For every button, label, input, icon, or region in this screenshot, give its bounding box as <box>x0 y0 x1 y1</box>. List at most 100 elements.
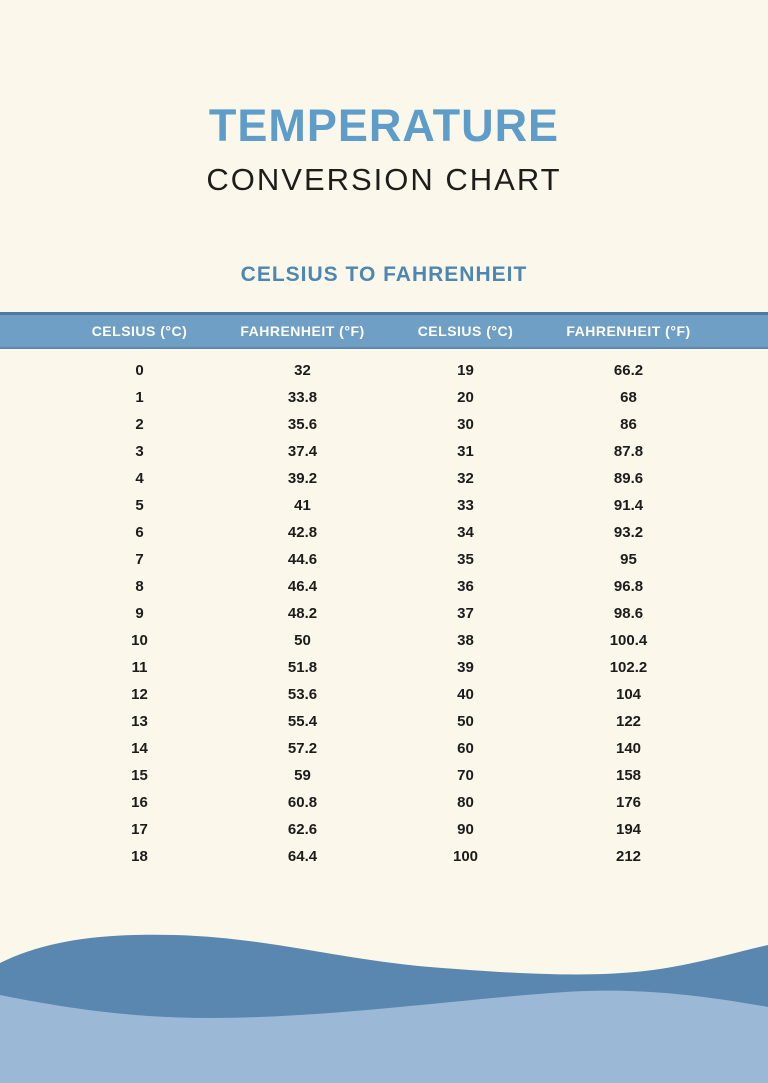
celsius-value: 19 <box>457 362 474 379</box>
fahrenheit-value: 122 <box>615 713 642 730</box>
table-row: 9 48.2 37 98.6 <box>58 600 710 627</box>
celsius-value: 35 <box>457 551 474 568</box>
table-row: 14 57.2 60 140 <box>58 735 710 762</box>
table-row: 2 35.6 30 86 <box>58 411 710 438</box>
table-row: 8 46.4 36 96.8 <box>58 573 710 600</box>
section-title: CELSIUS TO FAHRENHEIT <box>240 263 528 286</box>
celsius-value: 6 <box>135 524 144 541</box>
fahrenheit-value: 93.2 <box>613 524 644 541</box>
fahrenheit-value: 55.4 <box>287 713 318 730</box>
celsius-value: 9 <box>135 605 144 622</box>
celsius-value: 60 <box>457 740 474 757</box>
celsius-value: 40 <box>457 686 474 703</box>
celsius-value: 14 <box>131 740 148 757</box>
celsius-value: 12 <box>131 686 148 703</box>
celsius-value: 11 <box>131 659 148 676</box>
celsius-value: 33 <box>457 497 474 514</box>
celsius-value: 1 <box>135 389 144 406</box>
fahrenheit-value: 86 <box>620 416 637 433</box>
celsius-value: 37 <box>457 605 474 622</box>
fahrenheit-value: 95 <box>620 551 637 568</box>
fahrenheit-value: 46.4 <box>287 578 318 595</box>
fahrenheit-value: 87.8 <box>613 443 644 460</box>
table-row: 4 39.2 32 89.6 <box>58 465 710 492</box>
fahrenheit-value: 39.2 <box>287 470 318 487</box>
celsius-value: 13 <box>131 713 148 730</box>
page-title: TEMPERATURE <box>208 100 560 151</box>
celsius-value: 0 <box>135 362 144 379</box>
column-header-fahrenheit-right: FAHRENHEIT (°F) <box>566 323 691 339</box>
fahrenheit-value: 33.8 <box>287 389 318 406</box>
footer-wave-decoration <box>0 934 768 1083</box>
fahrenheit-value: 158 <box>615 767 642 784</box>
celsius-value: 16 <box>131 794 148 811</box>
column-header-celsius-left: CELSIUS (°C) <box>91 323 188 339</box>
celsius-value: 38 <box>457 632 474 649</box>
celsius-value: 90 <box>457 821 474 838</box>
table-row: 17 62.6 90 194 <box>58 816 710 843</box>
fahrenheit-value: 42.8 <box>287 524 318 541</box>
table-row: 10 50 38 100.4 <box>58 627 710 654</box>
fahrenheit-value: 212 <box>615 848 642 865</box>
table-row: 3 37.4 31 87.8 <box>58 438 710 465</box>
celsius-value: 18 <box>131 848 148 865</box>
page-subtitle: CONVERSION CHART <box>206 162 562 197</box>
fahrenheit-value: 41 <box>294 497 311 514</box>
celsius-value: 10 <box>131 632 148 649</box>
celsius-value: 36 <box>457 578 474 595</box>
fahrenheit-value: 35.6 <box>287 416 318 433</box>
celsius-value: 50 <box>457 713 474 730</box>
fahrenheit-value: 89.6 <box>613 470 644 487</box>
fahrenheit-value: 51.8 <box>287 659 318 676</box>
column-header-celsius-right: CELSIUS (°C) <box>417 323 514 339</box>
fahrenheit-value: 64.4 <box>287 848 318 865</box>
fahrenheit-value: 48.2 <box>287 605 318 622</box>
fahrenheit-value: 98.6 <box>613 605 644 622</box>
fahrenheit-value: 32 <box>294 362 311 379</box>
wave-light-shape <box>0 990 768 1083</box>
table-row: 18 64.4 100 212 <box>58 843 710 870</box>
fahrenheit-value: 104 <box>615 686 642 703</box>
table-row: 0 32 19 66.2 <box>58 357 710 384</box>
celsius-value: 31 <box>457 443 474 460</box>
fahrenheit-value: 60.8 <box>287 794 318 811</box>
fahrenheit-value: 62.6 <box>287 821 318 838</box>
fahrenheit-value: 68 <box>620 389 637 406</box>
fahrenheit-value: 140 <box>615 740 642 757</box>
table-row: 1 33.8 20 68 <box>58 384 710 411</box>
table-row: 11 51.8 39 102.2 <box>58 654 710 681</box>
celsius-value: 80 <box>457 794 474 811</box>
celsius-value: 32 <box>457 470 474 487</box>
fahrenheit-value: 96.8 <box>613 578 644 595</box>
fahrenheit-value: 57.2 <box>287 740 318 757</box>
fahrenheit-value: 37.4 <box>287 443 318 460</box>
table-row: 15 59 70 158 <box>58 762 710 789</box>
fahrenheit-value: 66.2 <box>613 362 644 379</box>
fahrenheit-value: 59 <box>294 767 311 784</box>
celsius-value: 100 <box>452 848 479 865</box>
fahrenheit-value: 91.4 <box>613 497 644 514</box>
table-row: 6 42.8 34 93.2 <box>58 519 710 546</box>
table-row: 16 60.8 80 176 <box>58 789 710 816</box>
fahrenheit-value: 44.6 <box>287 551 318 568</box>
celsius-value: 2 <box>135 416 144 433</box>
fahrenheit-value: 50 <box>294 632 311 649</box>
celsius-value: 8 <box>135 578 144 595</box>
table-row: 5 41 33 91.4 <box>58 492 710 519</box>
column-header-fahrenheit-left: FAHRENHEIT (°F) <box>240 323 365 339</box>
table-header-row: CELSIUS (°C) FAHRENHEIT (°F) CELSIUS (°C… <box>0 312 768 349</box>
celsius-value: 17 <box>131 821 148 838</box>
table-row: 12 53.6 40 104 <box>58 681 710 708</box>
fahrenheit-value: 194 <box>615 821 642 838</box>
celsius-value: 30 <box>457 416 474 433</box>
celsius-value: 20 <box>457 389 474 406</box>
celsius-value: 70 <box>457 767 474 784</box>
fahrenheit-value: 53.6 <box>287 686 318 703</box>
fahrenheit-value: 100.4 <box>609 632 648 649</box>
celsius-value: 39 <box>457 659 474 676</box>
celsius-value: 3 <box>135 443 144 460</box>
table-row: 13 55.4 50 122 <box>58 708 710 735</box>
celsius-value: 5 <box>135 497 144 514</box>
celsius-value: 15 <box>131 767 148 784</box>
